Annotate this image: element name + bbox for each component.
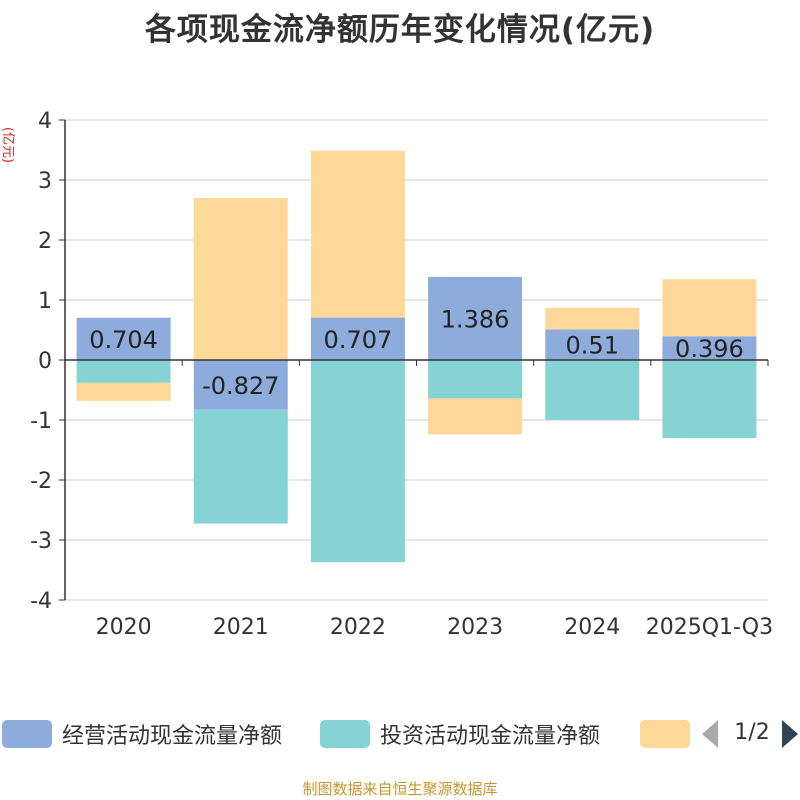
source-footer: 制图数据来自恒生聚源数据库 <box>302 780 498 798</box>
legend-label-operating: 经营活动现金流量净额 <box>62 724 283 749</box>
legend-swatch-operating <box>2 720 52 748</box>
data-label-4: 0.51 <box>566 332 619 360</box>
data-label-1: -0.827 <box>202 372 279 400</box>
legend-swatch-investing <box>320 720 370 748</box>
bar-series-2-5 <box>662 279 757 337</box>
y-tick-label: 0 <box>38 349 52 374</box>
grid-lines <box>65 119 768 601</box>
bar-series-2-4 <box>545 307 640 330</box>
bar-series-0-2 <box>310 317 405 360</box>
bar-series-2-1 <box>193 198 288 360</box>
y-tick-label: 3 <box>38 169 52 194</box>
bar-series-1-5 <box>662 360 757 438</box>
bar-series-1-3 <box>428 360 523 399</box>
bar-series-2-2 <box>310 150 405 318</box>
data-labels: 0.704 -0.827 0.707 1.386 0.51 0.396 <box>89 305 744 399</box>
bar-series-1-1 <box>193 409 288 524</box>
bar-series-1-4 <box>545 360 640 420</box>
chart-plot: 4 3 2 1 0 -1 -2 -3 -4 (亿元) 2020 2021 2022 2023 2024 202… <box>0 109 773 640</box>
data-label-3: 1.386 <box>441 305 510 333</box>
bar-series-0-4 <box>545 329 640 360</box>
y-tick-label: 2 <box>38 229 52 254</box>
legend-next-icon[interactable] <box>782 720 798 748</box>
y-tick-label: 4 <box>38 109 52 134</box>
bar-series-0-0 <box>76 317 171 360</box>
legend-label-investing: 投资活动现金流量净额 <box>380 724 601 749</box>
bar-series-0-3 <box>428 276 523 360</box>
chart-title: 各项现金流净额历年变化情况(亿元) <box>144 12 656 48</box>
y-tick-label: -4 <box>30 589 52 614</box>
bar-series-2-0 <box>76 382 171 401</box>
y-tick-label: -2 <box>30 469 52 494</box>
bar-series-0-5 <box>662 336 757 360</box>
data-label-0: 0.704 <box>89 326 158 354</box>
bar-series-1-2 <box>310 360 405 563</box>
legend-page-indicator: 1/2 <box>734 720 770 745</box>
x-tick-label: 2021 <box>213 615 269 640</box>
x-tick-label: 2020 <box>96 615 152 640</box>
y-tick-label: -1 <box>30 409 52 434</box>
bar-group <box>76 150 757 563</box>
x-tick-label: 2022 <box>330 615 386 640</box>
y-axis-label: (亿元) <box>0 127 15 163</box>
x-tick-label: 2025Q1-Q3 <box>646 615 773 640</box>
data-label-2: 0.707 <box>324 326 393 354</box>
bar-series-0-1 <box>193 360 288 410</box>
legend-swatch-financing <box>640 720 690 748</box>
x-tick-label: 2023 <box>447 615 503 640</box>
legend: 经营活动现金流量净额 投资活动现金流量净额 1/2 <box>0 716 800 752</box>
x-tick-label: 2024 <box>564 615 620 640</box>
legend-prev-icon[interactable] <box>702 720 718 748</box>
y-tick-label: -3 <box>30 529 52 554</box>
axes: 4 3 2 1 0 -1 -2 -3 -4 (亿元) 2020 2021 2022 2023 2024 202… <box>0 109 773 640</box>
data-label-5: 0.396 <box>675 335 744 363</box>
bar-series-2-3 <box>428 398 523 435</box>
y-tick-label: 1 <box>38 289 52 314</box>
bar-series-1-0 <box>76 360 171 383</box>
